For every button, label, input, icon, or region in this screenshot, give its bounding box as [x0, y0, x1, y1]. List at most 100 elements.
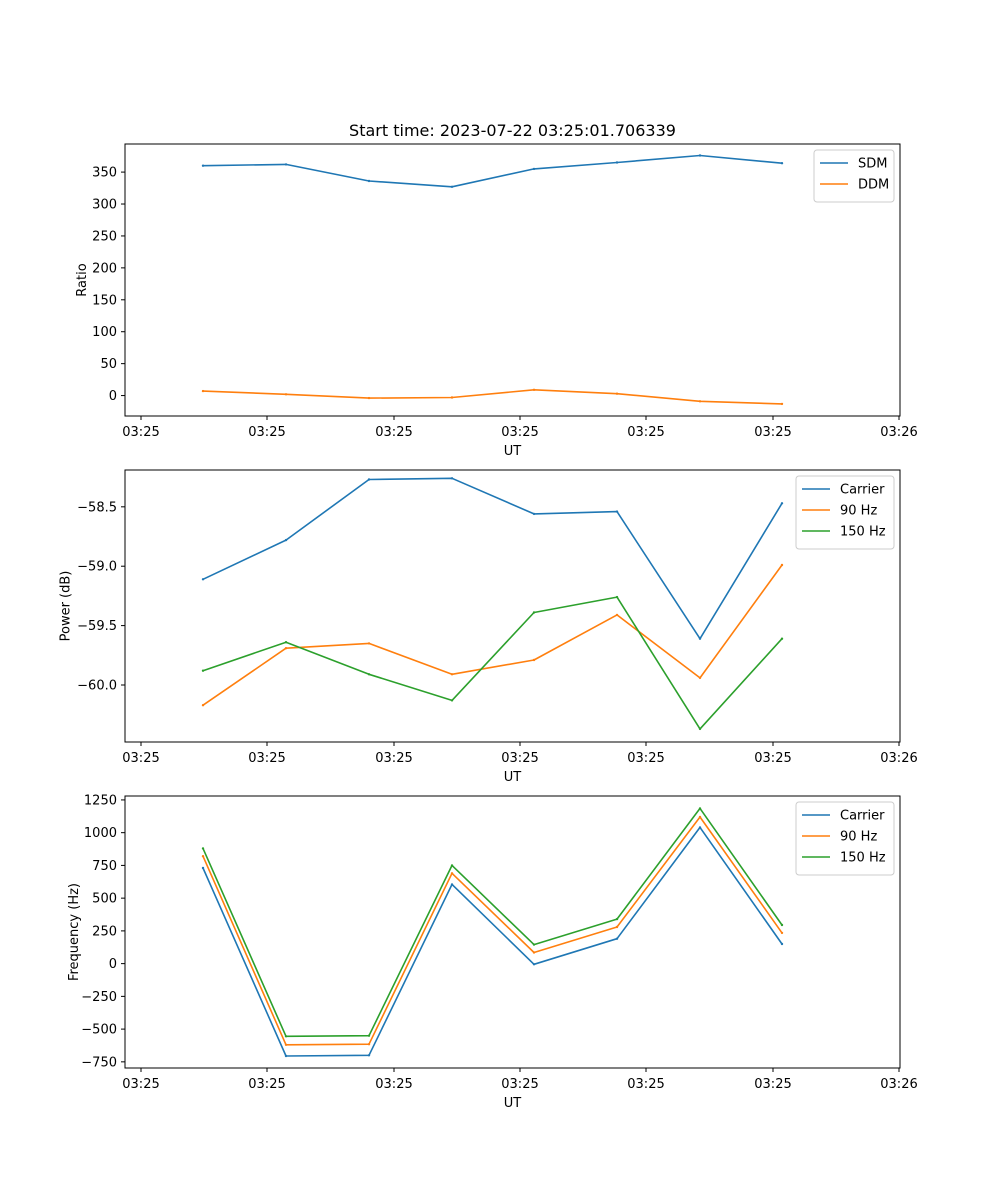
data-point-carrier — [450, 477, 454, 480]
data-point-carrier — [450, 883, 454, 886]
x-tick-label: 03:25 — [501, 751, 538, 766]
data-point-150-hz — [201, 847, 205, 850]
panel-2: 03:25 03:25 03:25 03:25 03:25 03:25 03:26 UT −58… — [59, 469, 918, 785]
y-tick-label: 50 — [100, 357, 117, 372]
x-axis-label: UT — [504, 770, 522, 785]
data-point-150-hz — [284, 1035, 288, 1038]
data-point-90-hz — [780, 563, 784, 567]
data-point-150-hz — [780, 637, 784, 640]
legend: SDM DDM — [813, 149, 895, 203]
x-tick-label: 03:25 — [122, 751, 159, 766]
data-point-90-hz — [450, 872, 454, 875]
series-line-90-hz — [202, 564, 783, 706]
data-point-carrier — [284, 1054, 288, 1058]
data-point-90-hz — [698, 676, 702, 680]
y-tick-label: 150 — [92, 293, 117, 308]
x-tick-label: 03:25 — [754, 1077, 791, 1092]
data-point-sdm — [284, 163, 288, 166]
x-tick-label: 03:25 — [375, 1077, 412, 1092]
data-point-150-hz — [780, 923, 784, 927]
x-tick-label: 03:25 — [248, 425, 285, 440]
y-tick-label: 1250 — [84, 793, 117, 808]
data-point-90-hz — [367, 642, 371, 645]
x-tick-label: 03:25 — [501, 425, 538, 440]
data-point-ddm — [615, 392, 619, 395]
y-tick-label: 100 — [92, 325, 117, 340]
legend-label-ddm: DDM — [858, 178, 889, 193]
data-point-carrier — [201, 578, 205, 581]
y-tick-label: 1000 — [84, 826, 117, 841]
x-tick-label: 03:25 — [122, 425, 159, 440]
data-point-carrier — [367, 478, 371, 481]
x-tick-label: 03:25 — [627, 1077, 664, 1092]
data-point-ddm — [450, 396, 454, 399]
data-point-carrier — [201, 866, 205, 870]
y-tick-label: −500 — [81, 1023, 117, 1038]
series-line-150-hz — [202, 596, 783, 730]
data-point-sdm — [367, 179, 371, 183]
data-point-ddm — [201, 389, 205, 393]
data-point-90-hz — [450, 673, 454, 676]
legend-label-150-hz: 150 Hz — [840, 851, 886, 866]
plot-area — [124, 795, 901, 1069]
data-point-90-hz — [698, 815, 702, 819]
legend-label-90-hz: 90 Hz — [840, 504, 877, 519]
x-tick-label: 03:25 — [501, 1077, 538, 1092]
chart-title: Start time: 2023-07-22 03:25:01.706339 — [349, 121, 676, 140]
y-tick-label: 0 — [109, 389, 117, 404]
data-point-150-hz — [367, 1034, 371, 1037]
data-point-sdm — [615, 161, 619, 164]
data-point-90-hz — [284, 647, 288, 650]
legend-label-carrier: Carrier — [840, 483, 885, 498]
data-point-150-hz — [284, 641, 288, 644]
data-point-90-hz — [201, 704, 205, 707]
legend: Carrier 90 Hz 150 Hz — [795, 475, 895, 550]
data-point-carrier — [532, 512, 536, 516]
data-point-150-hz — [615, 595, 619, 599]
y-tick-label: 0 — [109, 957, 117, 972]
y-tick-label: 250 — [92, 229, 117, 244]
x-tick-label: 03:25 — [122, 1077, 159, 1092]
data-point-ddm — [780, 402, 784, 406]
y-tick-label: −250 — [81, 990, 117, 1005]
y-tick-label: −59.0 — [77, 560, 117, 575]
y-axis-label: Power (dB) — [59, 571, 74, 642]
data-point-ddm — [284, 393, 288, 396]
data-point-90-hz — [615, 925, 619, 929]
x-tick-label: 03:25 — [627, 425, 664, 440]
y-axis-label: Frequency (Hz) — [67, 883, 82, 981]
series-line-ddm — [202, 388, 783, 405]
x-tick-label: 03:26 — [880, 751, 917, 766]
data-point-ddm — [532, 388, 536, 391]
data-point-carrier — [698, 826, 702, 829]
data-point-90-hz — [367, 1043, 371, 1046]
data-point-carrier — [698, 637, 702, 640]
series-line-150-hz — [202, 807, 783, 1038]
data-point-carrier — [780, 942, 784, 946]
data-point-90-hz — [780, 931, 784, 935]
y-tick-label: 500 — [92, 892, 117, 907]
data-point-ddm — [698, 400, 702, 403]
data-point-90-hz — [284, 1043, 288, 1047]
data-point-150-hz — [450, 699, 454, 702]
panel-3: 03:25 03:25 03:25 03:25 03:25 03:25 03:26 UT −75… — [67, 793, 918, 1111]
data-point-carrier — [284, 538, 288, 542]
series-line-carrier — [202, 826, 783, 1057]
y-tick-label: 350 — [92, 166, 117, 181]
data-point-sdm — [780, 162, 784, 165]
data-point-carrier — [615, 937, 619, 940]
data-point-sdm — [698, 154, 702, 157]
y-tick-label: −60.0 — [77, 678, 117, 693]
data-point-carrier — [532, 963, 536, 966]
data-point-carrier — [367, 1054, 371, 1057]
y-tick-label: 200 — [92, 261, 117, 276]
data-point-150-hz — [698, 807, 702, 810]
data-point-150-hz — [450, 864, 454, 867]
x-axis-label: UT — [504, 1096, 522, 1111]
data-point-150-hz — [367, 673, 371, 676]
x-axis-label: UT — [504, 444, 522, 459]
x-tick-label: 03:25 — [248, 751, 285, 766]
data-point-sdm — [450, 185, 454, 188]
data-point-90-hz — [532, 951, 536, 954]
